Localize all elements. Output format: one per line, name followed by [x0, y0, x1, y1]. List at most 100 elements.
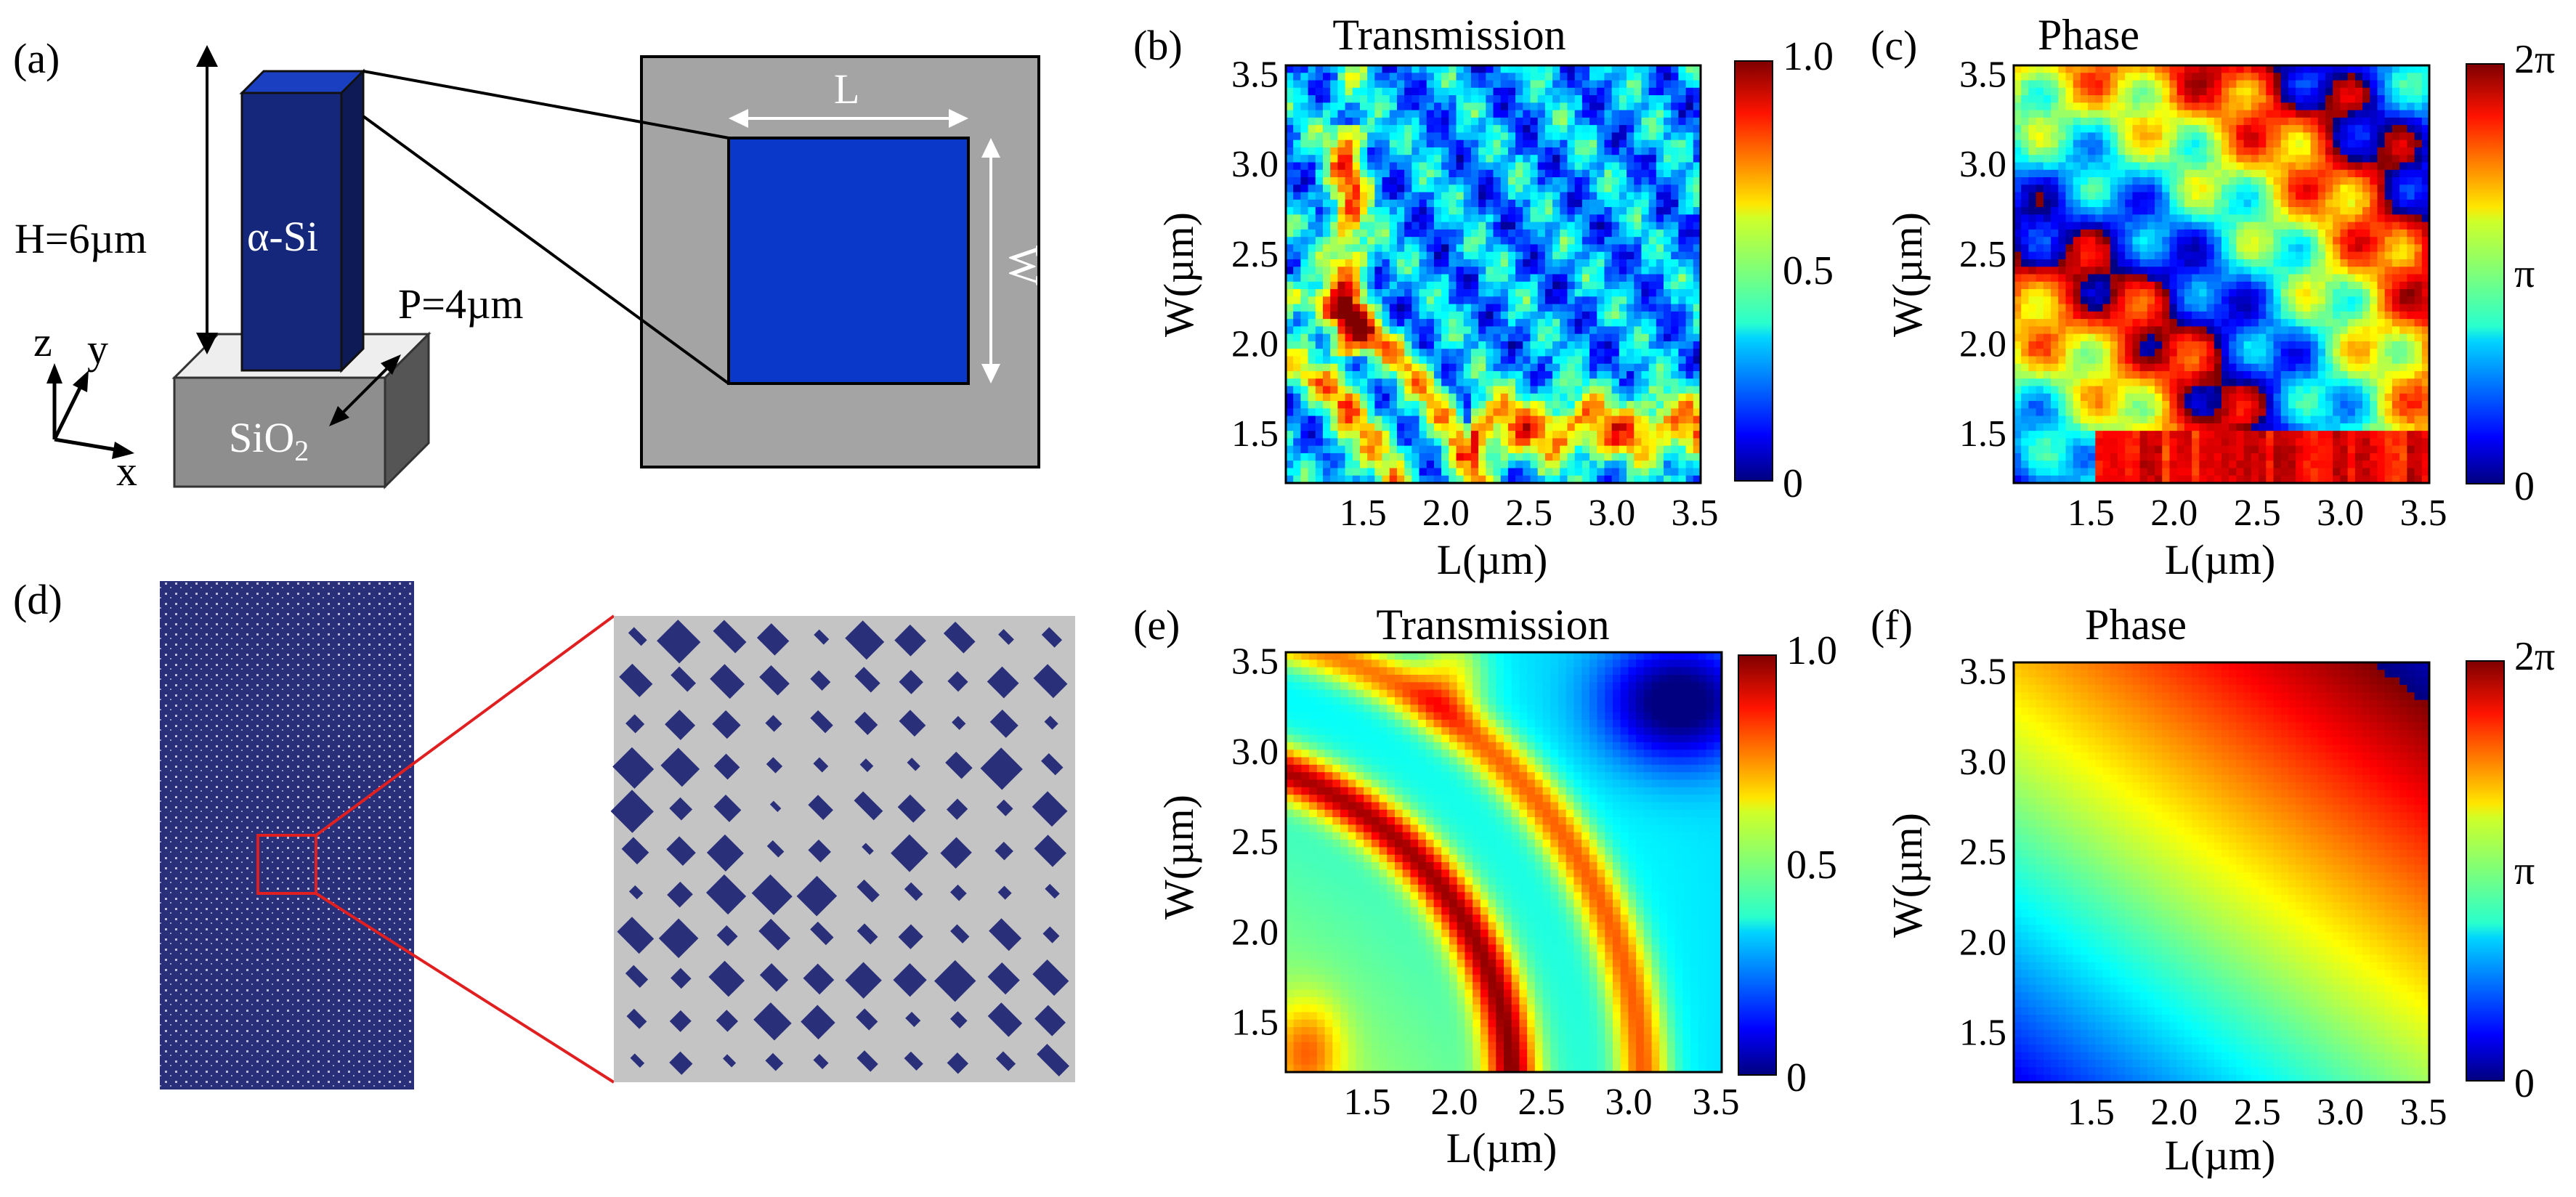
heatmap-cell [1359, 177, 1368, 185]
heatmap-cell [1664, 162, 1672, 171]
heatmap-cell [1671, 80, 1680, 89]
heatmap-cell [1656, 281, 1664, 290]
heatmap-cell [1537, 460, 1546, 469]
heatmap-cell [1671, 244, 1680, 253]
heatmap-cell [1656, 274, 1664, 283]
heatmap-cell [1456, 408, 1465, 417]
heatmap-cell [1382, 184, 1390, 193]
heatmap-cell [1404, 386, 1412, 394]
heatmap-cell [1382, 207, 1390, 215]
heatmap-cell [1441, 147, 1449, 155]
heatmap-cell [1404, 132, 1412, 141]
heatmap-cell [1396, 87, 1405, 96]
heatmap-cell [2162, 229, 2171, 238]
heatmap-cell [1396, 401, 1405, 409]
heatmap-cell [2014, 222, 2022, 230]
inset-pillar [987, 962, 1020, 995]
heatmap-cell [2102, 192, 2111, 200]
heatmap-cell [1544, 453, 1553, 461]
heatmap-cell [1396, 438, 1405, 447]
heatmap-cell [2095, 125, 2104, 134]
heatmap-cell [1315, 259, 1324, 267]
heatmap-cell [1441, 155, 1449, 163]
heatmap-cell [1286, 139, 1294, 148]
heatmap-cell [2221, 184, 2229, 193]
heatmap-cell [1389, 423, 1398, 431]
heatmap-cell [1322, 319, 1331, 327]
heatmap-cell [1567, 460, 1576, 469]
heatmap-cell [2125, 349, 2134, 357]
heatmap-cell [1671, 378, 1680, 387]
heatmap-cell [2073, 169, 2081, 178]
heatmap-cell [2118, 378, 2126, 387]
heatmap-cell [1330, 244, 1338, 253]
heatmap-cell [1352, 281, 1361, 290]
heatmap-cell [2169, 80, 2178, 89]
heatmap-cell [2065, 475, 2074, 484]
heatmap-cell [2051, 155, 2059, 163]
heatmap-cell [1604, 73, 1613, 81]
heatmap-cell [1567, 289, 1576, 297]
heatmap-cell [1374, 147, 1383, 155]
heatmap-cell [2043, 281, 2052, 290]
heatmap-cell [1656, 192, 1664, 200]
heatmap-cell [1293, 378, 1301, 387]
heatmap-cell [1678, 468, 1687, 476]
heatmap-cell [1463, 363, 1472, 372]
heatmap-cell [2147, 460, 2155, 469]
heatmap-cell [1641, 117, 1650, 126]
heatmap-cell [1574, 80, 1583, 89]
heatmap-cell [1648, 80, 1657, 89]
heatmap-cell [2199, 244, 2208, 253]
heatmap-cell [2073, 311, 2081, 320]
heatmap-cell [1581, 222, 1590, 230]
heatmap-cell [2073, 237, 2081, 246]
heatmap-cell [1537, 363, 1546, 372]
heatmap-cell [1597, 237, 1605, 246]
heatmap-cell [1515, 244, 1523, 253]
heatmap-cell [1411, 102, 1420, 111]
heatmap-cell [2080, 281, 2089, 290]
heatmap-cell [1581, 162, 1590, 171]
heatmap-cell [1433, 147, 1442, 155]
heatmap-cell [1456, 468, 1465, 476]
heatmap-cell [2221, 415, 2229, 424]
heatmap-cell [1515, 110, 1523, 118]
heatmap-cell [1604, 192, 1613, 200]
heatmap-cell [1515, 333, 1523, 342]
heatmap-cell [1433, 408, 1442, 417]
heatmap-cell [2080, 431, 2089, 439]
heatmap-cell [2155, 237, 2163, 246]
heatmap-cell [1463, 408, 1472, 417]
heatmap-cell [1352, 386, 1361, 394]
heatmap-cell [1507, 408, 1516, 417]
heatmap-cell [2095, 393, 2104, 402]
heatmap-cell [1330, 80, 1338, 89]
heatmap-cell [2036, 475, 2044, 484]
heatmap-cell [1374, 274, 1383, 283]
heatmap-cell [2192, 139, 2200, 148]
heatmap-cell [2102, 162, 2111, 171]
heatmap-cell [1300, 184, 1309, 193]
heatmap-cell [1486, 296, 1494, 305]
heatmap-cell [2206, 401, 2215, 409]
heatmap-cell [1641, 162, 1650, 171]
heatmap-cell [1486, 132, 1494, 141]
heatmap-cell [1389, 319, 1398, 327]
heatmap-cell [2095, 475, 2104, 484]
heatmap-cell [2199, 304, 2208, 312]
heatmap-cell [1367, 229, 1375, 238]
heatmap-cell [1286, 445, 1294, 454]
heatmap-cell [1574, 378, 1583, 387]
heatmap-cell [2176, 184, 2185, 193]
heatmap-cell [2169, 408, 2178, 417]
heatmap-cell [1507, 125, 1516, 134]
heatmap-cell [2051, 349, 2059, 357]
heatmap-cell [2125, 356, 2134, 365]
heatmap-cell [2206, 475, 2215, 484]
heatmap-cell [1567, 431, 1576, 439]
heatmap-cell [2221, 259, 2229, 267]
heatmap-cell [2021, 65, 2030, 73]
heatmap-cell [2229, 184, 2237, 193]
heatmap-cell [2021, 453, 2030, 461]
